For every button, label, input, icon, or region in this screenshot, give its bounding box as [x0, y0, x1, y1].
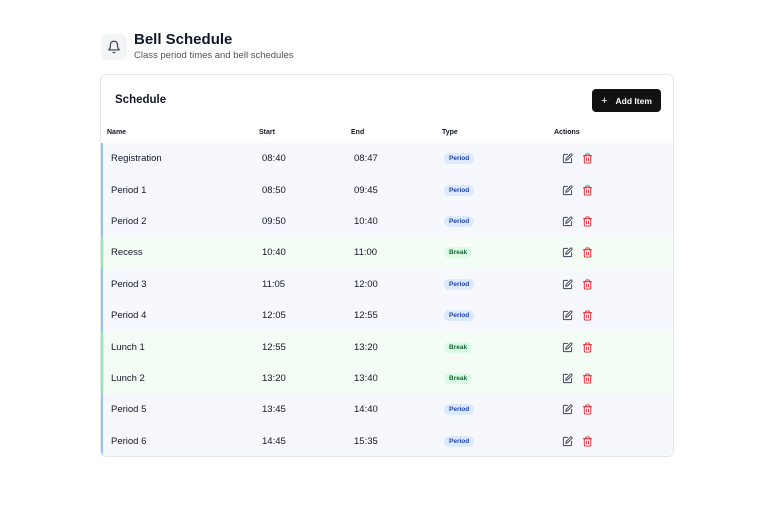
row-start: 12:05 — [262, 310, 286, 322]
row-start: 13:20 — [262, 372, 286, 384]
row-end: 15:35 — [354, 435, 378, 447]
column-header-end: End — [351, 129, 365, 136]
row-start: 09:50 — [262, 215, 286, 227]
table-row: Period 5 13:45 14:40 Period — [101, 394, 673, 426]
trash-icon[interactable] — [581, 184, 593, 196]
type-badge: Period — [444, 278, 475, 290]
type-badge: Break — [444, 247, 473, 259]
trash-icon[interactable] — [581, 215, 593, 227]
row-end: 08:47 — [354, 153, 378, 165]
trash-icon[interactable] — [581, 278, 593, 290]
row-name: Recess — [111, 247, 143, 259]
table-body: Registration 08:40 08:47 Period Period 1 08:5… — [101, 143, 673, 456]
add-item-label: Add Item — [615, 95, 652, 106]
edit-icon[interactable] — [561, 435, 573, 447]
edit-icon[interactable] — [561, 215, 573, 227]
edit-icon[interactable] — [561, 278, 573, 290]
row-end: 13:20 — [354, 341, 378, 353]
row-end: 12:55 — [354, 310, 378, 322]
column-header-actions: Actions — [554, 129, 580, 136]
type-badge: Period — [444, 153, 475, 165]
row-end: 12:00 — [354, 278, 378, 290]
row-name: Period 4 — [111, 310, 147, 322]
edit-icon[interactable] — [561, 310, 573, 322]
page-subtitle: Class period times and bell schedules — [134, 50, 294, 61]
row-name: Period 5 — [111, 404, 147, 416]
column-header-name: Name — [107, 129, 127, 136]
edit-icon[interactable] — [561, 184, 573, 196]
column-header-start: Start — [259, 129, 275, 136]
trash-icon[interactable] — [581, 310, 593, 322]
table-row: Recess 10:40 11:00 Break — [101, 237, 673, 269]
plus-icon: + — [601, 94, 608, 107]
row-name: Period 3 — [111, 278, 147, 290]
bell-icon — [101, 33, 127, 60]
row-start: 08:50 — [262, 184, 286, 196]
edit-icon[interactable] — [561, 341, 573, 353]
table-row: Period 4 12:05 12:55 Period — [101, 299, 673, 332]
row-name: Period 1 — [111, 184, 147, 196]
trash-icon[interactable] — [581, 372, 593, 384]
edit-icon[interactable] — [561, 247, 573, 259]
trash-icon[interactable] — [581, 153, 593, 165]
page-header: Bell Schedule Class period times and bel… — [101, 31, 293, 62]
trash-icon[interactable] — [581, 247, 593, 259]
type-badge: Period — [444, 215, 475, 227]
type-badge: Period — [444, 184, 475, 196]
table-row: Lunch 1 12:55 13:20 Break — [101, 331, 673, 363]
table-row: Lunch 2 13:20 13:40 Break — [101, 362, 673, 395]
table-row: Period 2 09:50 10:40 Period — [101, 205, 673, 238]
row-name: Period 6 — [111, 435, 147, 447]
row-start: 13:45 — [262, 404, 286, 416]
row-end: 11:00 — [354, 247, 378, 259]
trash-icon[interactable] — [581, 341, 593, 353]
add-item-button[interactable]: + Add Item — [592, 89, 661, 112]
type-badge: Break — [444, 372, 473, 384]
row-start: 14:45 — [262, 435, 286, 447]
edit-icon[interactable] — [561, 153, 573, 165]
row-name: Lunch 1 — [111, 341, 145, 353]
table-row: Period 3 11:05 12:00 Period — [101, 268, 673, 300]
edit-icon[interactable] — [561, 372, 573, 384]
card-title: Schedule — [115, 94, 167, 106]
table-row: Period 1 08:50 09:45 Period — [101, 174, 673, 206]
row-name: Lunch 2 — [111, 372, 145, 384]
column-header-type: Type — [442, 129, 458, 136]
type-badge: Period — [444, 310, 475, 322]
row-end: 09:45 — [354, 184, 378, 196]
row-name: Registration — [111, 153, 162, 165]
type-badge: Period — [444, 404, 475, 416]
row-start: 11:05 — [262, 278, 286, 290]
trash-icon[interactable] — [581, 435, 593, 447]
trash-icon[interactable] — [581, 404, 593, 416]
row-start: 12:55 — [262, 341, 286, 353]
table-row: Period 6 14:45 15:35 Period — [101, 425, 673, 456]
row-start: 08:40 — [262, 153, 286, 165]
page-title: Bell Schedule — [134, 31, 233, 48]
type-badge: Period — [444, 435, 475, 447]
edit-icon[interactable] — [561, 404, 573, 416]
table-row: Registration 08:40 08:47 Period — [101, 143, 673, 175]
row-end: 10:40 — [354, 215, 378, 227]
table-header: Name Start End Type Actions — [101, 129, 673, 143]
type-badge: Break — [444, 341, 473, 353]
row-start: 10:40 — [262, 247, 286, 259]
row-name: Period 2 — [111, 215, 147, 227]
row-end: 13:40 — [354, 372, 378, 384]
row-end: 14:40 — [354, 404, 378, 416]
schedule-card: Schedule + Add Item Name Start End Type … — [100, 74, 674, 457]
